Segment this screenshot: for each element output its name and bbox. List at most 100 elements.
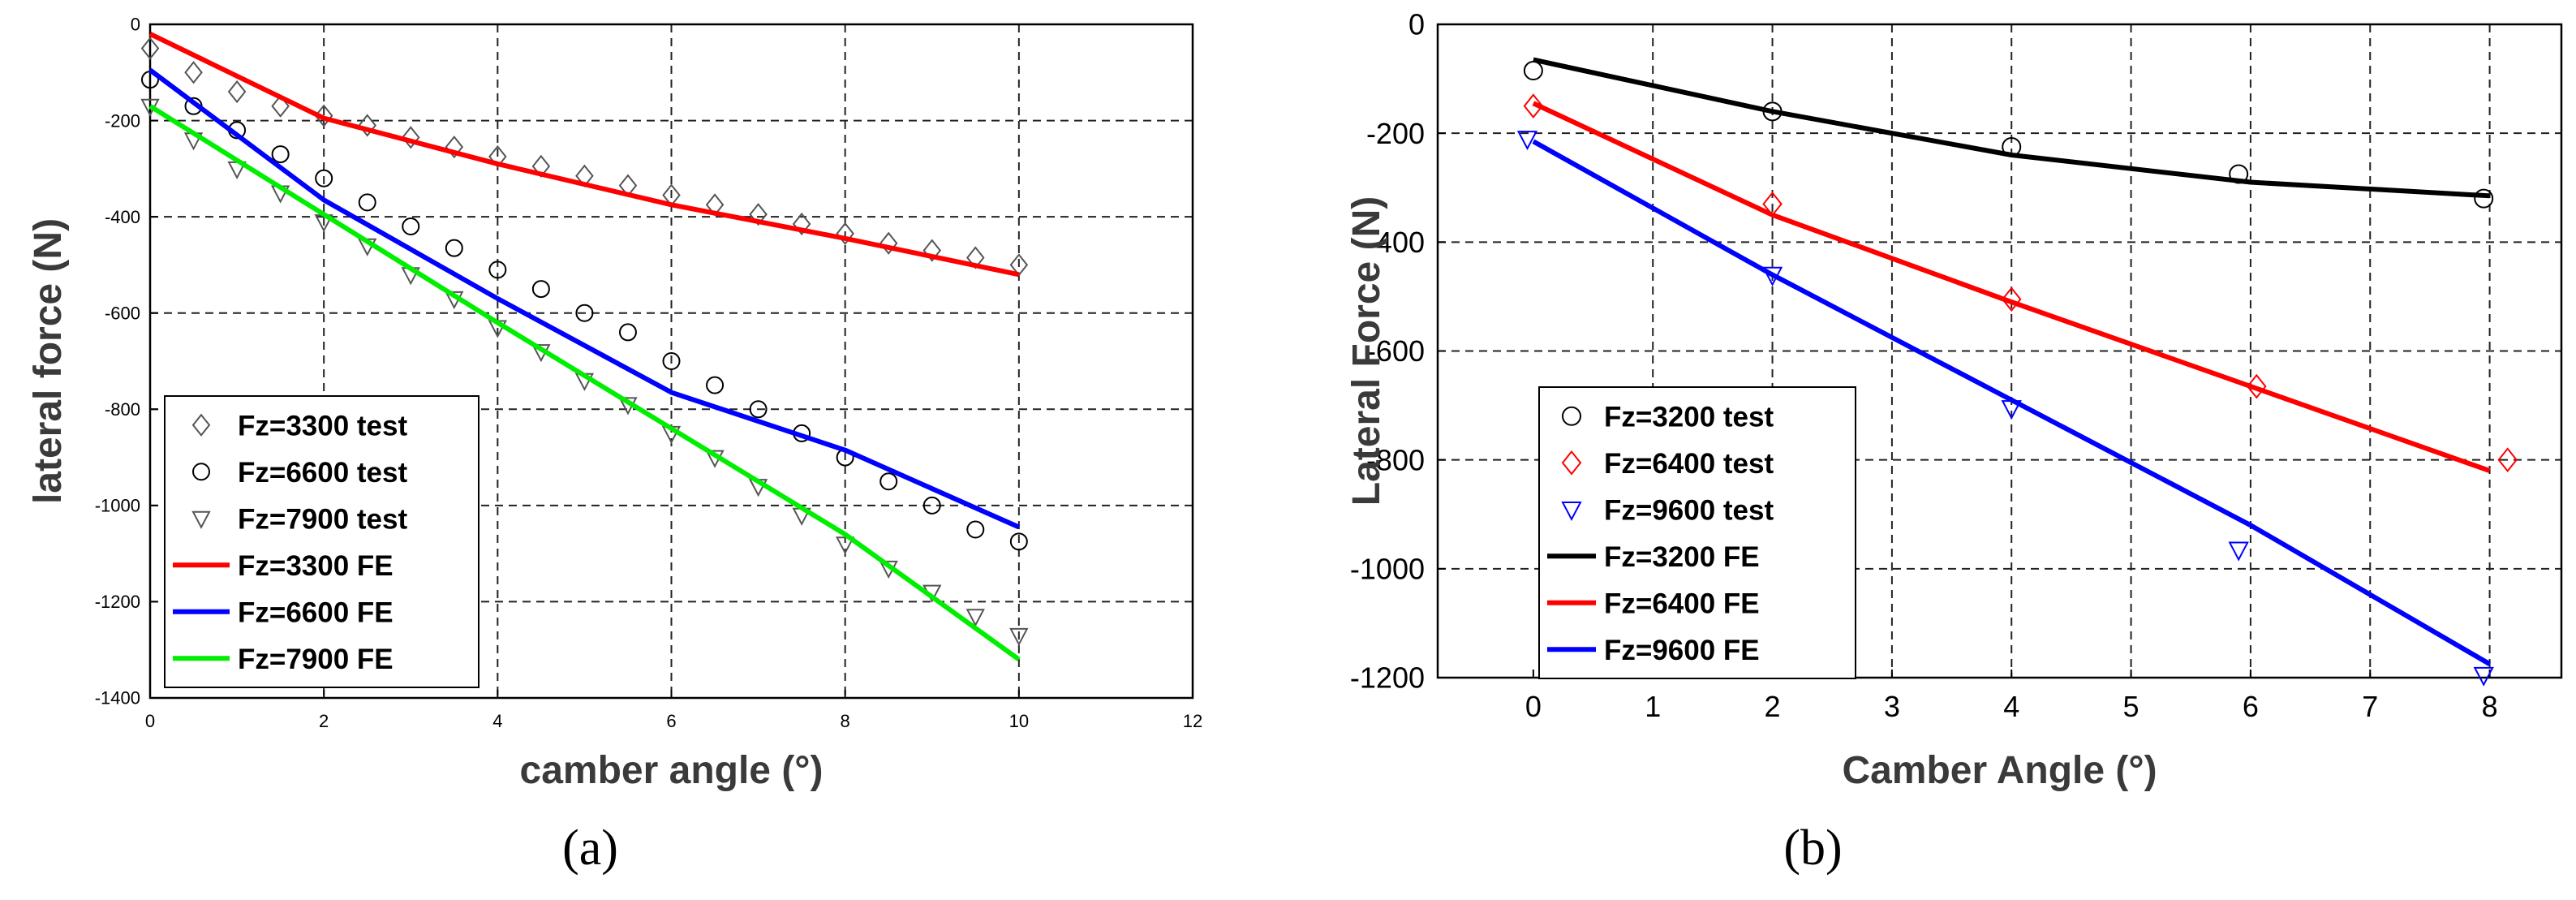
legend-marker — [191, 413, 211, 437]
data-point — [2228, 541, 2249, 562]
data-point — [445, 239, 463, 257]
legend-marker — [1562, 406, 1581, 426]
x-tick-label: 3 — [1884, 690, 1900, 723]
legend-marker — [191, 510, 211, 529]
data-point — [2473, 666, 2494, 687]
y-tick-label: -200 — [1366, 117, 1425, 150]
x-tick-label: 8 — [2482, 690, 2498, 723]
data-point — [271, 94, 290, 118]
data-point — [2497, 447, 2518, 473]
y-tick-label: -1200 — [1350, 661, 1425, 695]
data-point — [1009, 253, 1029, 277]
y-tick-label: -800 — [1366, 443, 1425, 476]
x-tick-label: 4 — [492, 711, 502, 731]
legend-marker — [1561, 450, 1582, 476]
data-point — [315, 169, 333, 187]
data-point — [2474, 188, 2494, 209]
data-point — [706, 376, 725, 394]
data-point — [531, 280, 550, 299]
series-line — [148, 67, 1021, 530]
data-point — [922, 239, 942, 262]
y-tick-label: -400 — [1366, 226, 1425, 259]
data-point — [184, 61, 203, 84]
data-point — [749, 203, 768, 226]
data-point — [227, 80, 247, 104]
data-point — [966, 520, 985, 539]
data-point — [836, 536, 855, 555]
x-tick-label: 0 — [1525, 690, 1542, 723]
legend-entry: Fz=9600 FE — [1604, 635, 1760, 666]
legend-entry: Fz=6400 FE — [1604, 588, 1760, 619]
legend-box — [164, 395, 480, 688]
legend-box — [1538, 386, 1856, 679]
data-point — [879, 472, 898, 491]
data-point — [358, 114, 376, 137]
data-point — [922, 496, 941, 515]
y-tick-label: 0 — [1408, 8, 1425, 41]
x-tick-label: 5 — [2123, 690, 2139, 723]
data-point — [2247, 373, 2267, 399]
data-point — [2001, 286, 2022, 312]
y-tick-label: -600 — [1366, 334, 1425, 368]
data-point — [836, 222, 854, 245]
legend-marker — [192, 463, 210, 481]
legend-entry: Fz=9600 test — [1604, 494, 1774, 526]
series-line — [1532, 101, 2491, 473]
data-point — [445, 136, 464, 159]
y-axis-label: lateral force (N) — [27, 218, 70, 504]
data-point — [749, 400, 768, 419]
series-line — [1533, 57, 2490, 199]
y-tick-label: -1400 — [95, 688, 140, 708]
data-point — [314, 104, 333, 127]
panel-label: (b) — [1783, 820, 1842, 876]
y-axis-label: Lateral Force (N) — [1345, 196, 1388, 506]
y-tick-label: 0 — [131, 15, 140, 35]
x-tick-label: 6 — [666, 711, 676, 731]
data-point — [140, 37, 160, 60]
data-point — [271, 145, 290, 164]
legend-entry: Fz=7900 FE — [238, 644, 393, 675]
x-axis-label: camber angle (°) — [520, 749, 824, 792]
legend-entry: Fz=7900 test — [238, 503, 407, 535]
data-point — [1516, 131, 1538, 151]
data-point — [1009, 627, 1029, 647]
x-tick-label: 4 — [2003, 690, 2019, 723]
series-line — [1532, 139, 2492, 666]
x-tick-label: 2 — [319, 711, 329, 731]
x-axis-label: Camber Angle (°) — [1842, 749, 2157, 792]
y-tick-label: -600 — [105, 303, 140, 323]
data-point — [618, 323, 637, 342]
legend-entry: Fz=3300 test — [238, 410, 407, 441]
y-tick-label: -800 — [105, 399, 140, 420]
data-point — [402, 217, 420, 235]
legend-entry: Fz=6600 FE — [238, 596, 393, 628]
panel-label: (a) — [562, 820, 618, 876]
series-line — [148, 32, 1020, 278]
legend-entry: Fz=3200 test — [1604, 401, 1774, 433]
data-point — [1523, 93, 1544, 118]
y-tick-label: -200 — [105, 110, 140, 131]
data-point — [575, 304, 594, 322]
data-point — [401, 126, 420, 149]
legend-entry: Fz=6400 test — [1604, 448, 1774, 480]
series-line — [148, 104, 1021, 662]
x-tick-label: 8 — [841, 711, 850, 731]
chart-panel-a: 0 2 4 6 8 10 12 0 -200 -400 -600 -800 -1000 -1200 -140… — [27, 15, 1202, 876]
y-tick-label: -1200 — [95, 592, 140, 612]
data-point — [1009, 532, 1028, 551]
y-tick-label: -1000 — [1350, 552, 1425, 585]
legend-entry: Fz=3200 FE — [1604, 541, 1760, 573]
x-tick-label: 2 — [1765, 690, 1781, 723]
x-tick-label: 6 — [2243, 690, 2259, 723]
legend-entry: Fz=3300 FE — [238, 550, 393, 582]
x-tick-label: 1 — [1645, 690, 1661, 723]
data-point — [792, 212, 811, 236]
data-point — [358, 193, 376, 212]
data-point — [879, 231, 898, 255]
data-point — [662, 352, 681, 370]
legend-marker — [1561, 501, 1582, 521]
legend-entry: Fz=6600 test — [238, 457, 407, 489]
data-point — [965, 609, 985, 627]
y-tick-label: -1000 — [95, 496, 140, 516]
